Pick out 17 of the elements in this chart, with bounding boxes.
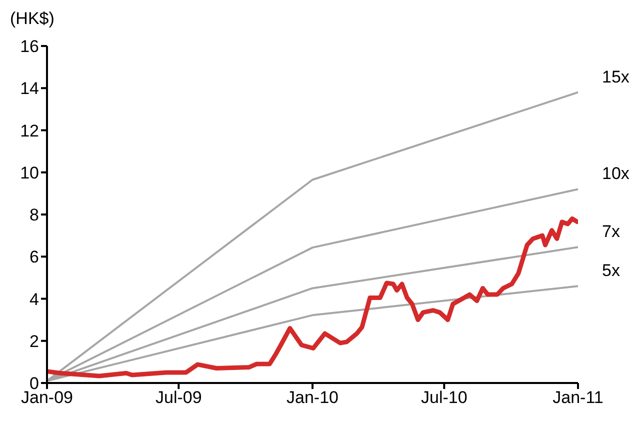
x-tick-label: Jul-09 [156,388,202,408]
y-tick-label: 12 [20,121,39,140]
y-tick-label: 2 [30,332,39,351]
y-tick-label: 4 [30,290,39,309]
x-tick-label: Jan-11 [552,388,604,408]
y-tick-label: 8 [30,206,39,225]
series-label: 5x [602,261,620,280]
y-tick-label: 6 [30,248,39,267]
x-tick-label: Jul-10 [421,388,468,408]
series-label: 7x [602,222,620,242]
series-label: 15x [602,67,630,86]
y-tick-label: 14 [20,79,39,98]
y-tick-label: 10 [20,163,39,182]
x-tick-label: Jan-10 [286,388,338,408]
y-tick-label: 16 [20,37,39,56]
series-label: 10x [602,164,630,184]
y-axis-title: (HK$) [10,9,54,28]
